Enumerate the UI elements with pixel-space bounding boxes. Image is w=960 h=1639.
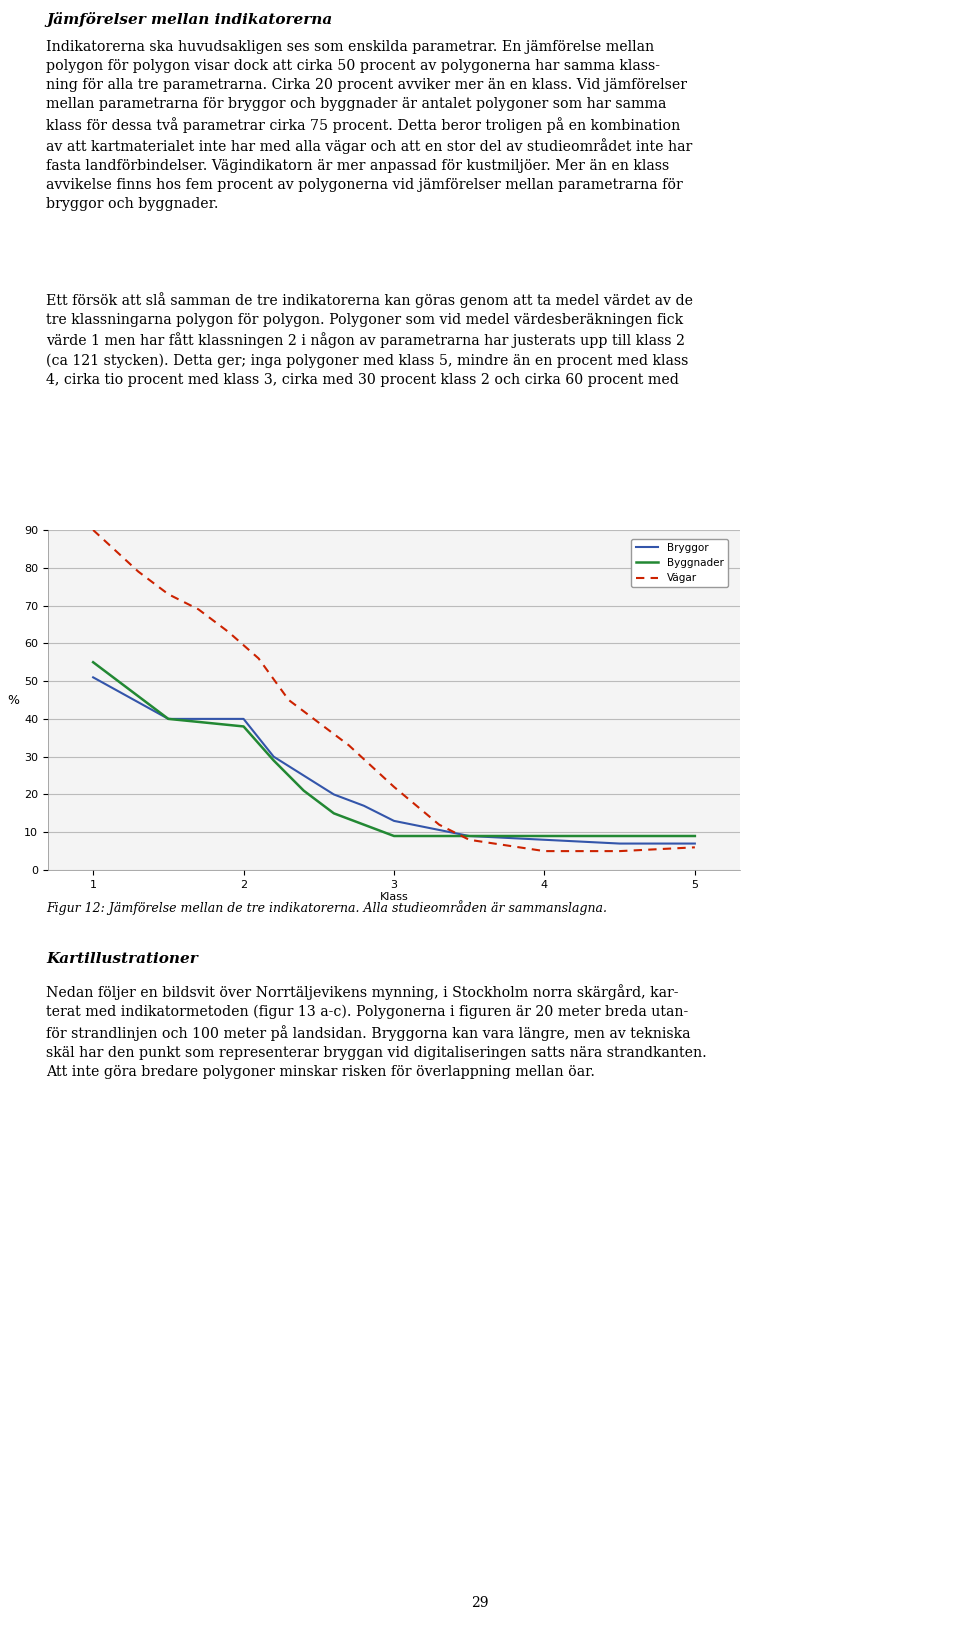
Text: Jämförelser mellan indikatorerna: Jämförelser mellan indikatorerna [46, 11, 332, 26]
Text: Nedan följer en bildsvit över Norrtäljevikens mynning, i Stockholm norra skärgår: Nedan följer en bildsvit över Norrtäljev… [46, 983, 707, 1078]
Y-axis label: %: % [7, 693, 19, 706]
Text: 29: 29 [471, 1596, 489, 1609]
Legend: Bryggor, Byggnader, Vägar: Bryggor, Byggnader, Vägar [632, 539, 728, 587]
Text: Kartillustrationer: Kartillustrationer [46, 952, 198, 965]
Text: Figur 12: Jämförelse mellan de tre indikatorerna. Alla studieområden är sammansl: Figur 12: Jämförelse mellan de tre indik… [46, 900, 607, 915]
Text: Indikatorerna ska huvudsakligen ses som enskilda parametrar. En jämförelse mella: Indikatorerna ska huvudsakligen ses som … [46, 39, 692, 211]
Text: Ett försök att slå samman de tre indikatorerna kan göras genom att ta medel värd: Ett försök att slå samman de tre indikat… [46, 292, 693, 387]
X-axis label: Klass: Klass [379, 893, 408, 903]
